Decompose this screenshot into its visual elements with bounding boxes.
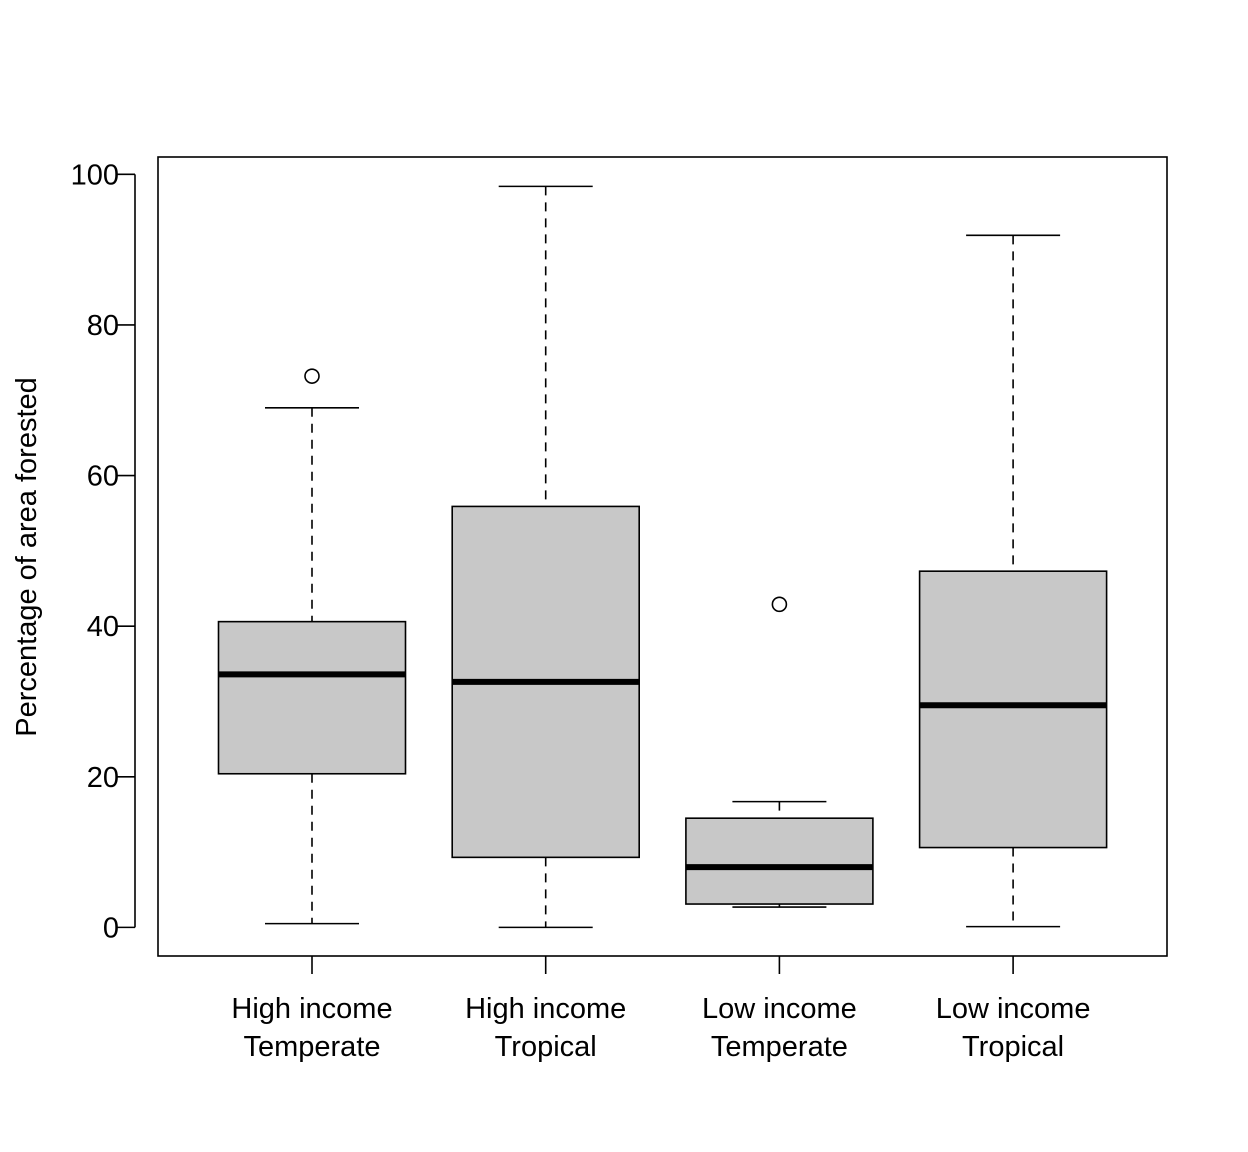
y-tick-label: 80 <box>87 310 119 342</box>
x-tick-label-line1: High income <box>465 993 626 1025</box>
box-group <box>918 234 1108 928</box>
x-tick-label-line2: Temperate <box>711 1031 848 1063</box>
x-axis: High income Temperate High income Tropical L… <box>231 956 1090 1063</box>
y-tick-label: 0 <box>103 912 119 944</box>
x-tick-label-line1: Low income <box>702 993 857 1025</box>
box-group <box>451 185 641 929</box>
boxes <box>217 185 1108 929</box>
box-group <box>217 368 407 925</box>
outlier-point <box>304 368 320 384</box>
x-tick-label-line2: Tropical <box>495 1031 597 1063</box>
y-tick-label: 60 <box>87 461 119 493</box>
box-group <box>685 596 874 908</box>
y-axis: 0 20 40 60 80 100 <box>71 159 136 944</box>
x-tick-label-line1: Low income <box>936 993 1091 1025</box>
y-tick-label: 20 <box>87 762 119 794</box>
iqr-box <box>685 817 874 905</box>
plot-frame <box>157 156 1168 957</box>
x-tick-label-line1: High income <box>231 993 392 1025</box>
iqr-box <box>918 570 1108 849</box>
outlier-point <box>771 596 788 613</box>
y-axis-label: Percentage of area forested <box>11 377 43 737</box>
y-tick-label: 40 <box>87 611 119 643</box>
y-tick-label: 100 <box>71 159 119 191</box>
x-tick-label-line2: Temperate <box>243 1031 380 1063</box>
x-tick-label-line2: Tropical <box>962 1031 1064 1063</box>
iqr-box <box>217 620 407 775</box>
